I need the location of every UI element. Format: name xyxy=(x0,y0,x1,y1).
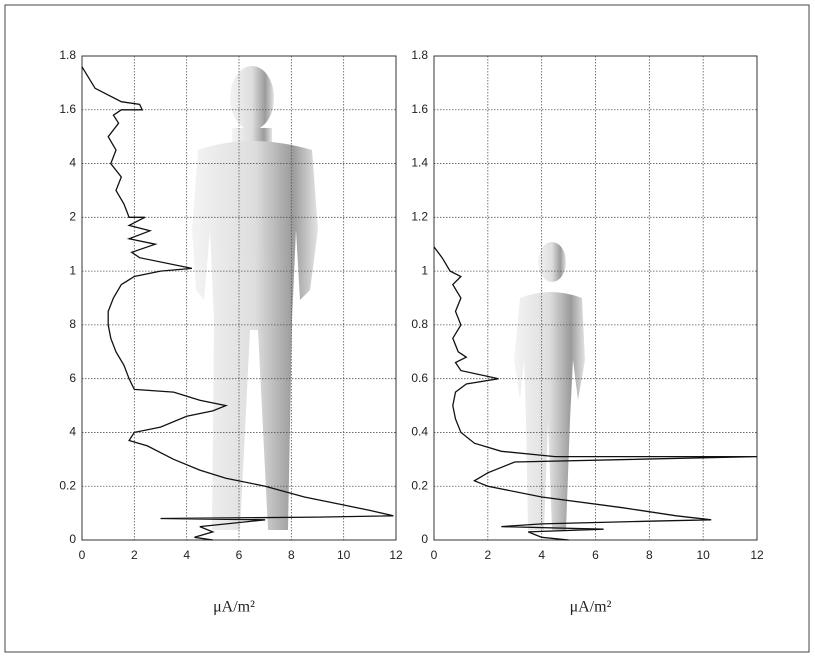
y-tick-label: 1.2 xyxy=(411,210,428,224)
x-tick-label: 4 xyxy=(183,548,190,562)
y-tick-label: 1 xyxy=(421,263,428,277)
x-tick-label: 0 xyxy=(431,548,438,562)
y-tick-label: 0.2 xyxy=(59,478,76,492)
y-tick-label: 4 xyxy=(69,156,76,170)
y-tick-label: 0.8 xyxy=(411,317,428,331)
y-tick-label: 1.6 xyxy=(411,102,428,116)
y-tick-label: 2 xyxy=(69,210,76,224)
y-tick-label: 1.6 xyxy=(59,102,76,116)
y-tick-label: 4 xyxy=(69,425,76,439)
data-line xyxy=(81,66,394,541)
y-tick-label: 0.6 xyxy=(411,371,428,385)
x-tick-label: 2 xyxy=(131,548,138,562)
data-line xyxy=(433,246,758,541)
x-axis-label: μA/m² xyxy=(570,599,612,616)
plot-frame xyxy=(433,55,758,541)
y-tick-label: 1.8 xyxy=(59,48,76,62)
y-tick-label: 1.8 xyxy=(411,48,428,62)
x-axis-label: μA/m² xyxy=(213,599,255,616)
x-tick-label: 12 xyxy=(750,548,764,562)
frame xyxy=(4,4,810,653)
x-tick-label: 4 xyxy=(538,548,545,562)
y-tick-label: 8 xyxy=(69,317,76,331)
x-tick-label: 8 xyxy=(646,548,653,562)
y-tick-label: 0.2 xyxy=(411,478,428,492)
child-figure xyxy=(514,242,585,530)
y-tick-label: 1.4 xyxy=(411,156,428,170)
x-tick-label: 12 xyxy=(389,548,403,562)
x-tick-label: 6 xyxy=(236,548,243,562)
adult-figure xyxy=(192,66,318,530)
x-tick-label: 10 xyxy=(696,548,710,562)
y-tick-label: 0 xyxy=(69,532,76,546)
x-tick-label: 0 xyxy=(79,548,86,562)
y-tick-label: 1 xyxy=(69,263,76,277)
x-tick-label: 10 xyxy=(337,548,351,562)
y-tick-label: 6 xyxy=(69,371,76,385)
y-tick-label: 0.4 xyxy=(411,425,428,439)
x-tick-label: 2 xyxy=(484,548,491,562)
x-tick-label: 8 xyxy=(288,548,295,562)
y-tick-label: 0 xyxy=(421,532,428,546)
plot-frame xyxy=(81,55,397,541)
x-tick-label: 6 xyxy=(592,548,599,562)
